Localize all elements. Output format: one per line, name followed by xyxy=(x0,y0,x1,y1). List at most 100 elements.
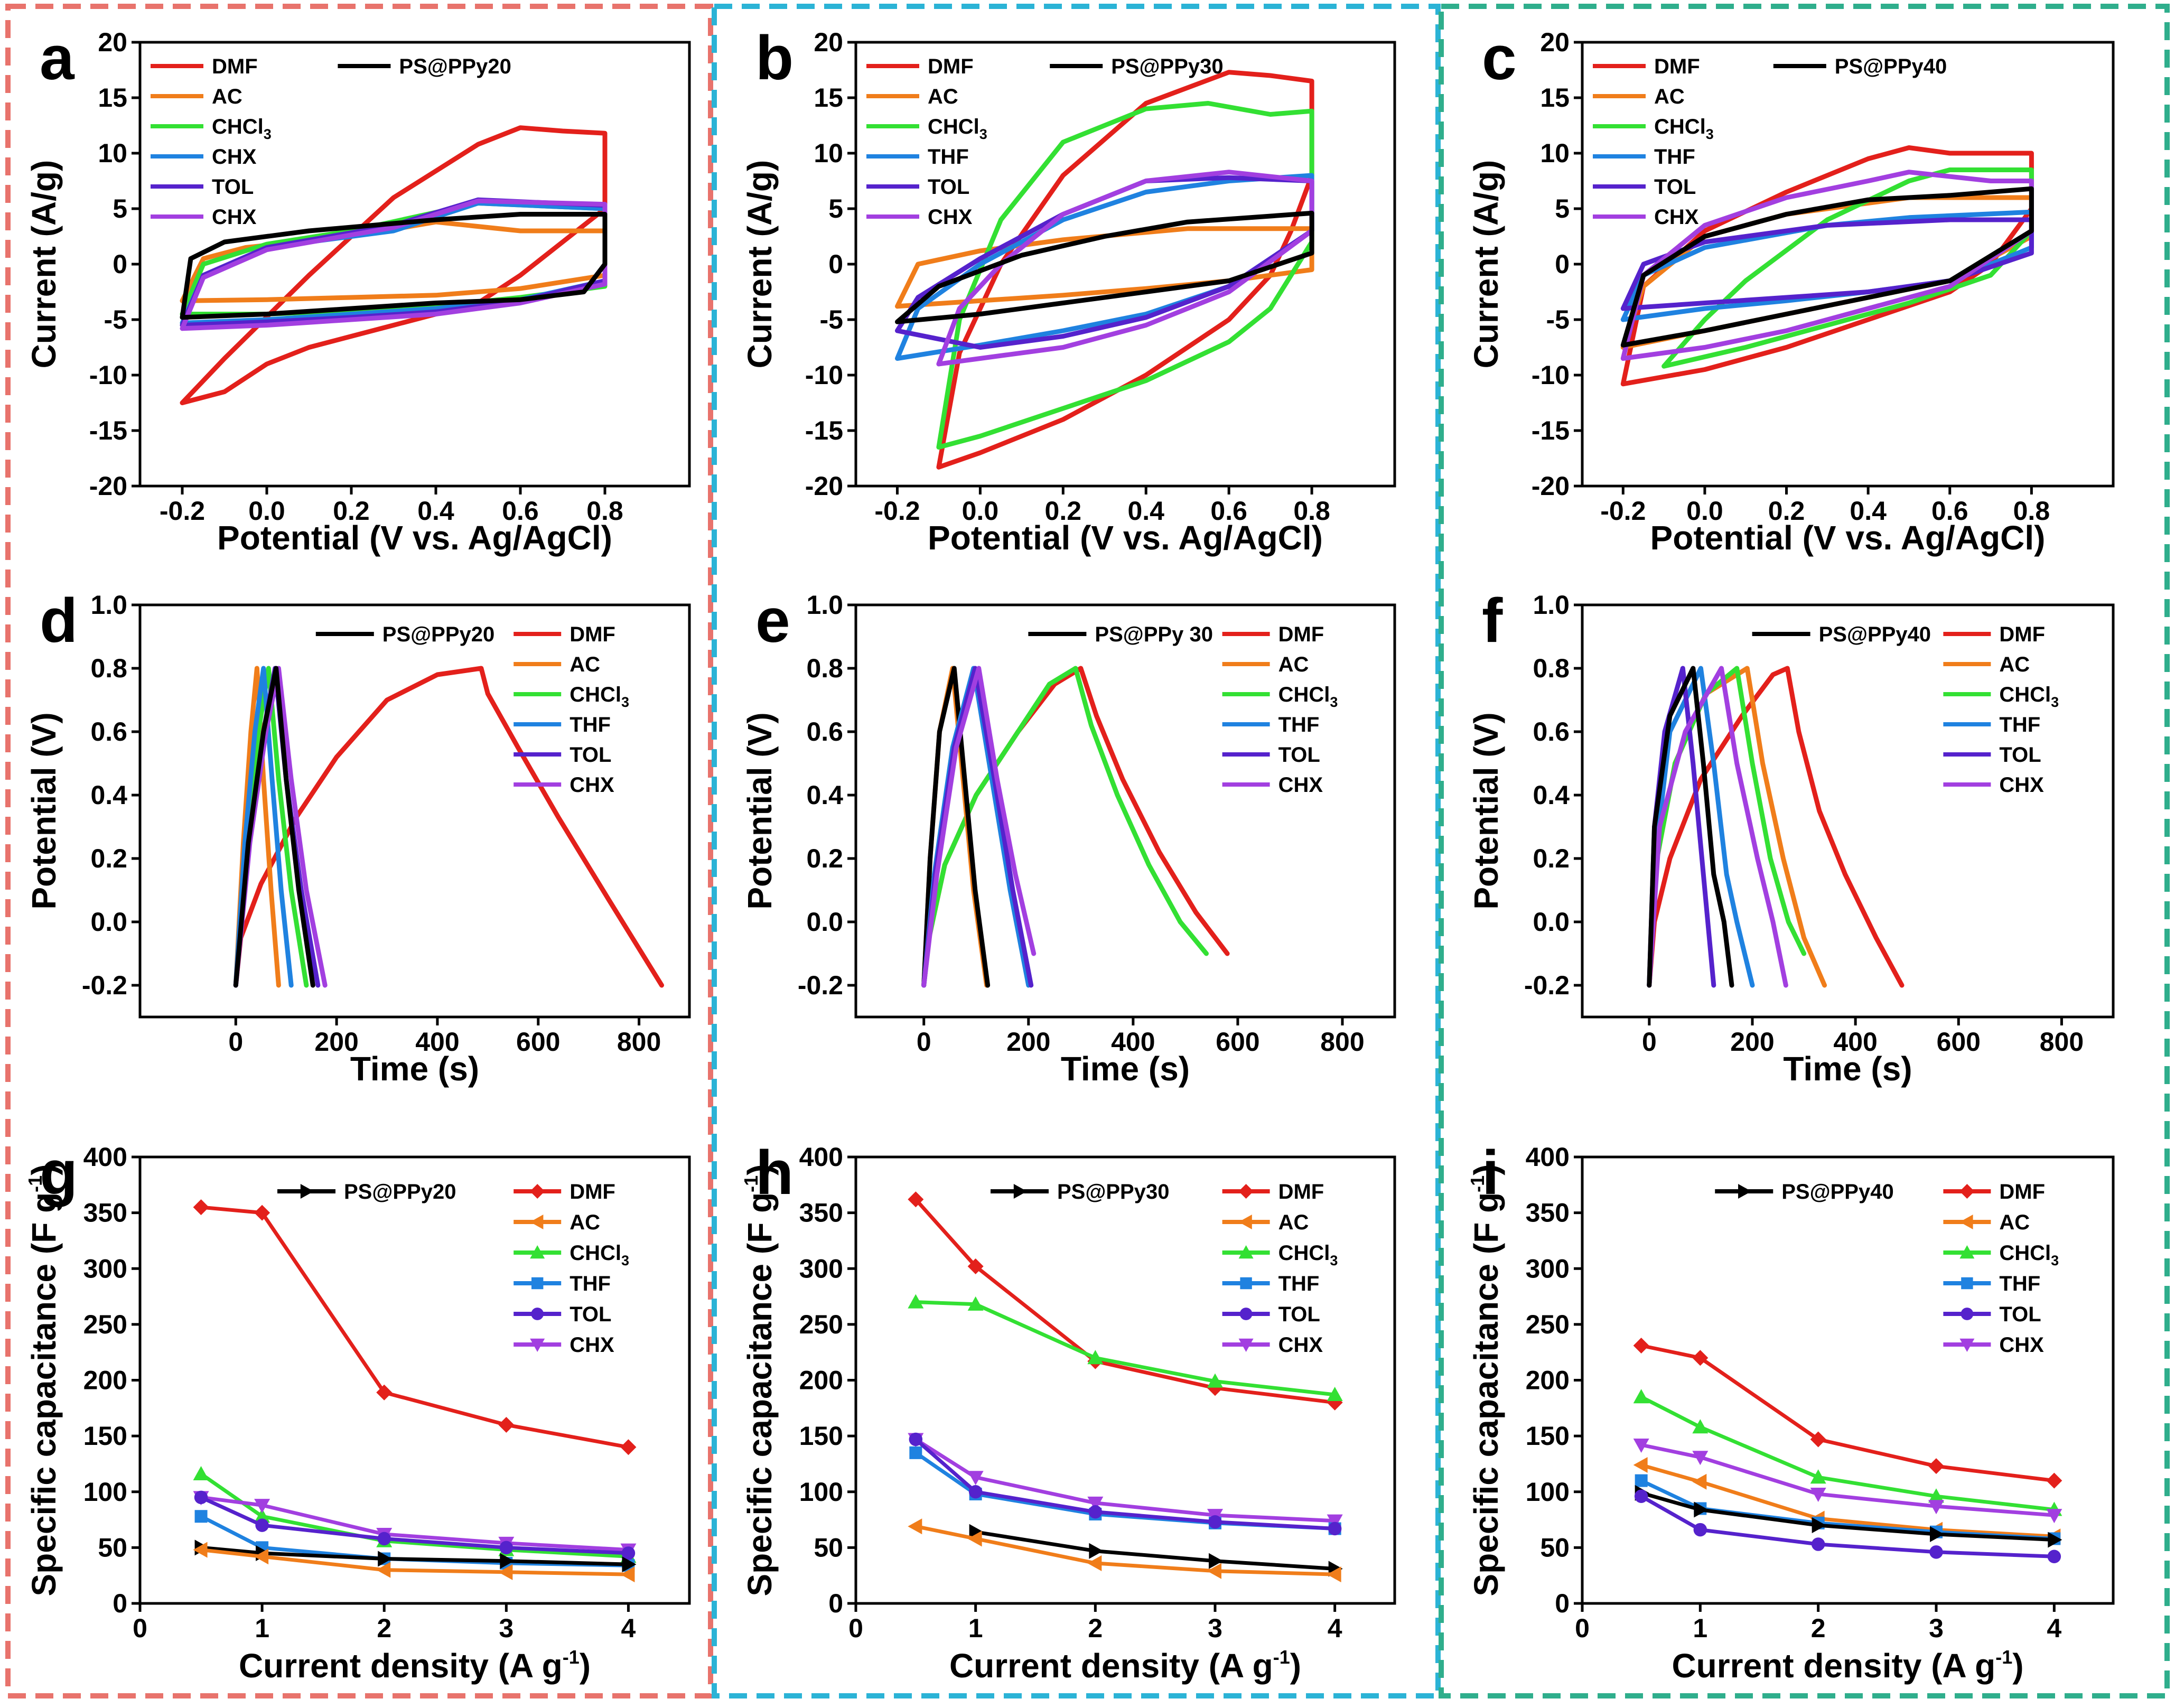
legend-label: AC xyxy=(1999,653,2030,676)
data-marker xyxy=(1692,1350,1709,1366)
x-tick-label: 200 xyxy=(1006,1027,1050,1057)
series-line-THF xyxy=(921,666,1031,988)
y-tick-label: 0 xyxy=(828,1589,843,1618)
y-tick-label: 350 xyxy=(83,1198,127,1228)
series-line-DMF xyxy=(913,1197,1337,1405)
panel-label: f xyxy=(1482,586,1503,656)
y-tick-label: 0.4 xyxy=(1533,780,1570,810)
legend-label: CHX xyxy=(1278,773,1323,797)
panel-g: 0 1 2 3 4 400 350 300 250 200 150 100 50 0 Current den… xyxy=(24,1138,691,1685)
x-tick-label: 0 xyxy=(1642,1027,1657,1057)
y-tick-label: 50 xyxy=(814,1533,843,1562)
x-tick-label: 0.8 xyxy=(1293,496,1330,526)
plot-frame xyxy=(138,603,691,1019)
data-marker xyxy=(2048,1532,2062,1548)
panel-i: 0 1 2 3 4 400 350 300 250 200 150 100 50 0 Current den… xyxy=(1467,1138,2115,1685)
x-tick-label: 800 xyxy=(1320,1027,1364,1057)
legend-label: CHCl3 xyxy=(1278,1242,1338,1268)
data-marker xyxy=(2047,1550,2061,1564)
series-line-DMF xyxy=(1639,1343,2056,1483)
legend-label: AC xyxy=(1278,653,1309,676)
y-tick-label: 10 xyxy=(814,138,843,168)
panel-label: a xyxy=(40,23,75,93)
series-line-PS@PPy40 xyxy=(1647,666,1734,988)
legend-label: TOL xyxy=(928,175,969,199)
x-tick-label: 2 xyxy=(377,1613,391,1643)
data-marker xyxy=(1930,1526,1944,1543)
x-tick-label: 0 xyxy=(228,1027,243,1057)
data-marker xyxy=(530,1338,545,1352)
data-marker xyxy=(1692,1451,1709,1466)
data-marker xyxy=(1633,1439,1649,1453)
y-tick-label: 0.8 xyxy=(90,654,127,683)
data-marker xyxy=(530,1184,545,1199)
panel-label: g xyxy=(40,1138,78,1208)
legend-label-sub: 3 xyxy=(621,694,629,710)
y-tick-label: 15 xyxy=(98,83,127,113)
series-line-CHCl3 xyxy=(1647,666,1807,988)
series-line-CHX xyxy=(1647,666,1788,988)
y-tick-label: 15 xyxy=(1540,83,1570,113)
x-axis-label: Time (s) xyxy=(350,1050,479,1088)
y-tick-label: 350 xyxy=(799,1198,843,1228)
y-tick-label: 400 xyxy=(1526,1142,1570,1172)
y-tick-label: 0.6 xyxy=(90,717,127,746)
legend-label: TOL xyxy=(212,175,254,199)
data-marker xyxy=(194,1490,208,1505)
series-line-PS@PPy40 xyxy=(1620,186,2034,348)
x-tick-label: 800 xyxy=(617,1027,661,1057)
y-tick-label: -15 xyxy=(1532,416,1570,445)
y-axis-label-sup: -1 xyxy=(1467,1175,1488,1192)
x-tick-label: -0.2 xyxy=(874,496,920,526)
y-tick-label: 300 xyxy=(799,1254,843,1283)
data-marker xyxy=(1633,1457,1648,1473)
legend-label: AC xyxy=(1278,1211,1309,1234)
legend-label-sub: 3 xyxy=(1330,694,1338,710)
data-marker xyxy=(1327,1514,1343,1529)
y-tick-label: 0.8 xyxy=(806,654,843,683)
x-tick-label: 0.4 xyxy=(417,496,454,526)
series-line-PS@PPy20 xyxy=(233,666,315,988)
data-marker xyxy=(194,1510,208,1523)
data-layer xyxy=(193,1199,637,1583)
data-marker xyxy=(530,1215,544,1229)
legend-label: THF xyxy=(1999,1272,2040,1295)
legend: DMF AC CHCl3 THF TOL CHX PS@PPy30 xyxy=(866,55,1224,229)
series-line-PS@PPy30 xyxy=(895,210,1314,324)
y-tick-label: 0.2 xyxy=(806,844,843,873)
data-layer xyxy=(1620,145,2034,387)
y-tick-label: -5 xyxy=(1546,305,1570,334)
y-tick-label: 50 xyxy=(1540,1533,1570,1562)
x-axis-label: Current density (A g-1) xyxy=(239,1646,591,1685)
legend-label: DMF xyxy=(1999,623,2045,646)
x-tick-label: 0.2 xyxy=(333,496,370,526)
data-marker xyxy=(531,1277,544,1290)
y-tick-label: 0 xyxy=(1555,1589,1570,1618)
y-axis-label-end: ) xyxy=(1467,1164,1505,1175)
panel-label: d xyxy=(40,586,78,656)
data-marker xyxy=(908,1191,924,1208)
y-tick-label: -20 xyxy=(89,471,127,501)
legend-label-sub: 3 xyxy=(1330,1253,1338,1268)
y-axis-label-end: ) xyxy=(25,1164,63,1175)
y-axis-label: Potential (V) xyxy=(741,712,779,909)
data-marker xyxy=(1633,1389,1649,1404)
data-layer xyxy=(1633,1338,2062,1564)
data-marker xyxy=(1238,1338,1254,1352)
legend-label: AC xyxy=(928,85,958,108)
data-marker xyxy=(498,1564,513,1580)
legend: PS@PPy 30 DMF AC CHCl3 THF TOL CHX xyxy=(1028,623,1338,797)
legend-label-sub: 3 xyxy=(2051,1253,2059,1268)
x-tick-label: 4 xyxy=(621,1613,636,1643)
data-marker xyxy=(1959,1245,1975,1259)
x-tick-label: 4 xyxy=(2047,1613,2061,1643)
x-axis-label: Current density (A g-1) xyxy=(1672,1646,2023,1685)
x-tick-label: 0.4 xyxy=(1850,496,1887,526)
legend-label: CHX xyxy=(212,206,257,229)
panel-c: -0.2 0.0 0.2 0.4 0.6 0.8 20 15 10 5 0 -5 -10 -15 -20 Po… xyxy=(1467,23,2115,557)
legend-label: TOL xyxy=(570,1303,611,1326)
y-tick-label: 0.4 xyxy=(806,780,843,810)
y-tick-label: 400 xyxy=(83,1142,127,1172)
data-marker xyxy=(621,1546,636,1560)
